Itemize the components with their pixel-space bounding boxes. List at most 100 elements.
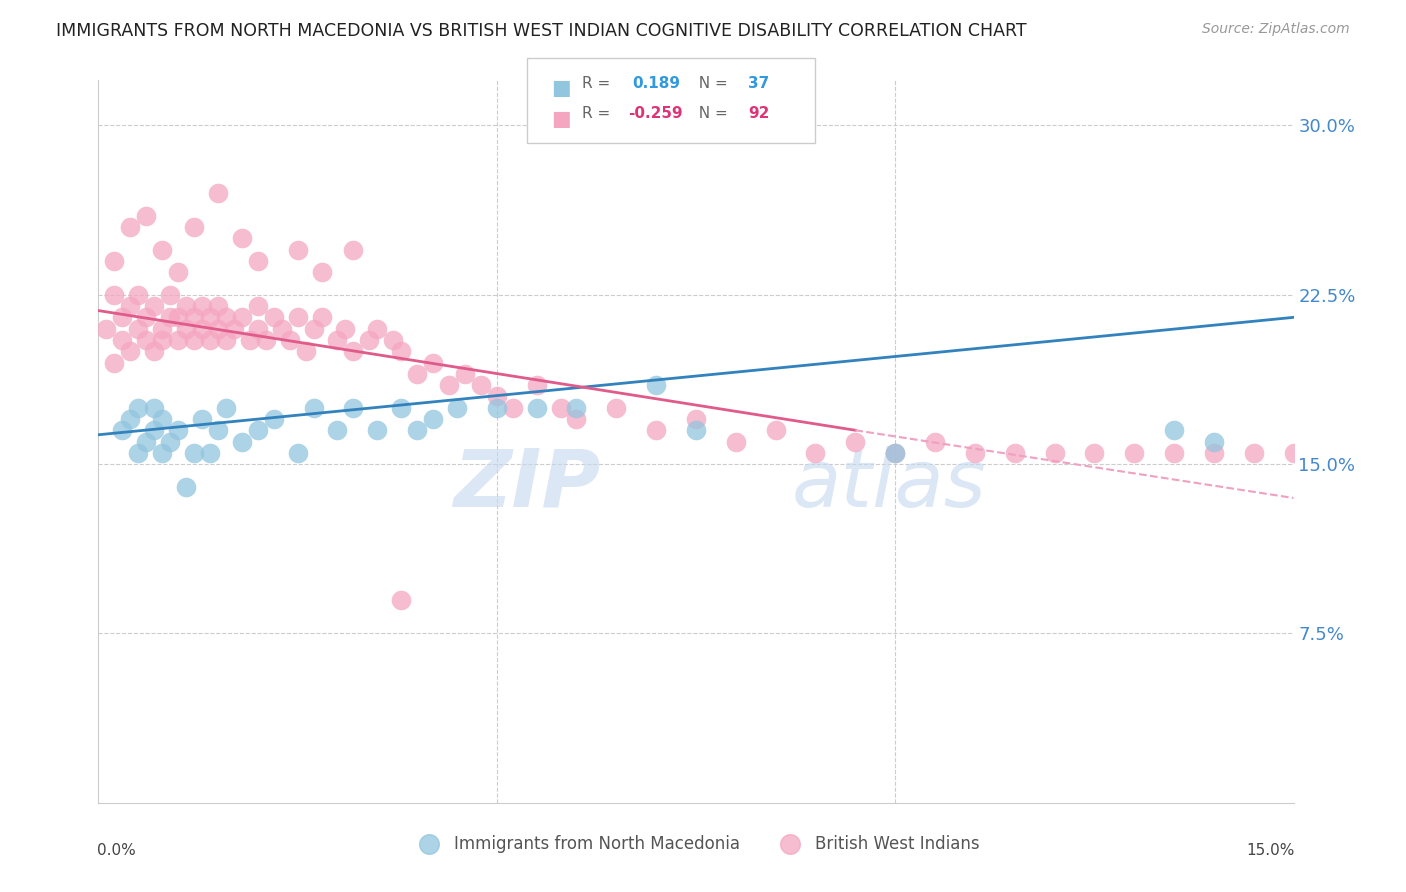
Point (159, 434, 181, 449)
Point (198, 446, 221, 460)
Point (335, 321, 357, 335)
Point (287, 310, 309, 325)
Point (565, 401, 588, 415)
Point (135, 310, 157, 325)
Point (389, 401, 412, 415)
Text: -0.259: -0.259 (628, 106, 683, 121)
Point (103, 253, 125, 268)
Text: ZIP: ZIP (453, 446, 600, 524)
Point (191, 299, 214, 313)
Point (167, 265, 190, 279)
Point (1163, 446, 1185, 460)
Point (120, 220, 142, 235)
Point (246, 321, 269, 335)
Point (159, 287, 181, 301)
Point (302, 321, 325, 335)
Point (724, 434, 747, 449)
Point (191, 321, 214, 335)
Point (135, 333, 157, 347)
Point (605, 401, 627, 415)
Point (311, 310, 333, 325)
Point (254, 333, 277, 347)
Text: 0.189: 0.189 (633, 76, 681, 91)
Text: ■: ■ (551, 78, 571, 98)
Point (1202, 434, 1225, 449)
Point (135, 209, 157, 223)
Point (406, 367, 429, 381)
Text: N =: N = (689, 76, 733, 91)
Point (406, 423, 429, 437)
Point (207, 423, 229, 437)
Text: atlas: atlas (792, 446, 987, 524)
Point (167, 310, 190, 325)
Point (120, 412, 142, 426)
Point (1282, 446, 1305, 460)
Text: 92: 92 (748, 106, 769, 121)
Point (150, 333, 173, 347)
Point (645, 423, 668, 437)
Point (183, 310, 205, 325)
Point (246, 253, 269, 268)
Point (422, 412, 444, 426)
Point (924, 434, 946, 449)
Point (1202, 446, 1225, 460)
Point (437, 378, 460, 392)
Point (167, 333, 190, 347)
Point (246, 423, 269, 437)
Text: 0.0%: 0.0% (97, 843, 136, 857)
Point (143, 299, 166, 313)
Point (294, 344, 316, 359)
Point (502, 401, 524, 415)
Point (135, 434, 157, 449)
Point (389, 344, 412, 359)
Point (1043, 446, 1066, 460)
Point (263, 310, 285, 325)
Point (550, 401, 572, 415)
Point (326, 423, 349, 437)
Point (366, 321, 388, 335)
Point (174, 299, 197, 313)
Point (804, 446, 827, 460)
Point (191, 412, 214, 426)
Point (526, 378, 548, 392)
Point (342, 401, 364, 415)
Point (120, 344, 142, 359)
Text: 15.0%: 15.0% (1246, 843, 1295, 857)
Point (382, 333, 405, 347)
Point (884, 446, 907, 460)
Point (174, 480, 197, 494)
Point (1083, 446, 1105, 460)
Point (239, 333, 262, 347)
Point (174, 321, 197, 335)
Point (685, 423, 707, 437)
Text: ■: ■ (551, 109, 571, 128)
Point (326, 333, 349, 347)
Point (565, 412, 588, 426)
Point (150, 412, 173, 426)
Point (359, 333, 381, 347)
Text: 37: 37 (748, 76, 769, 91)
Point (111, 310, 134, 325)
Point (167, 423, 190, 437)
Point (389, 592, 412, 607)
Text: R =: R = (582, 76, 616, 91)
Point (127, 321, 149, 335)
Point (127, 287, 149, 301)
Point (263, 412, 285, 426)
Point (198, 310, 221, 325)
Point (103, 355, 125, 369)
Point (198, 333, 221, 347)
Point (246, 299, 269, 313)
Point (526, 401, 548, 415)
Point (150, 321, 173, 335)
Point (231, 434, 253, 449)
Point (287, 243, 309, 257)
Point (963, 446, 986, 460)
Point (278, 333, 301, 347)
Point (143, 344, 166, 359)
Point (454, 367, 477, 381)
Point (884, 446, 907, 460)
Point (270, 321, 292, 335)
Point (342, 344, 364, 359)
Point (103, 287, 125, 301)
